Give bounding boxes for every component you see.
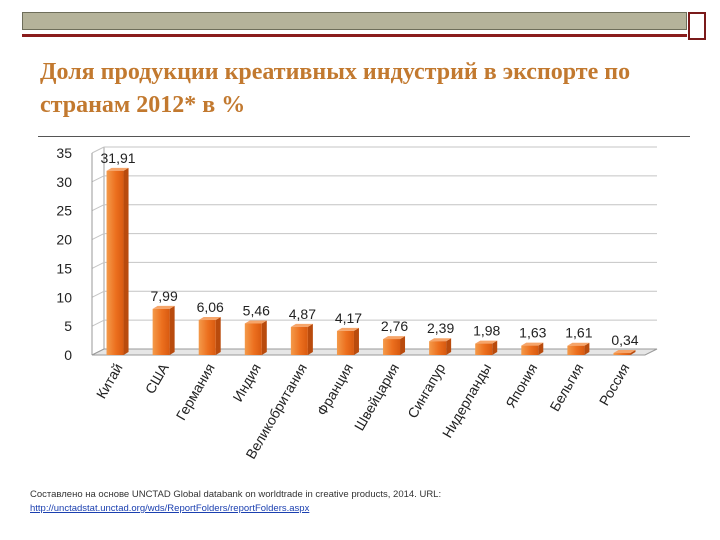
corner-box (688, 12, 706, 40)
bar-side (353, 327, 359, 355)
bar-top (106, 167, 129, 171)
category-label: Сингапур (404, 360, 448, 421)
bar-side (307, 323, 313, 355)
data-label: 1,61 (565, 325, 592, 341)
data-label: 2,76 (381, 318, 408, 334)
data-label: 6,06 (197, 299, 224, 315)
bar-top (336, 327, 359, 331)
y-tick-label: 5 (64, 318, 72, 334)
category-label: США (142, 360, 172, 397)
bar-side (492, 340, 498, 355)
bar-side (630, 350, 636, 355)
bar-side (584, 342, 590, 355)
gridline-side (91, 290, 105, 298)
gridline-side (91, 204, 105, 212)
page-title: Доля продукции креативных индустрий в эк… (40, 59, 631, 118)
bar-top (383, 336, 406, 340)
header-accent-line (22, 34, 687, 37)
data-label: 0,34 (611, 332, 638, 348)
bar-chart: 0 5 10 15 20 25 30 35 31,91 Китай 7,99 США 6,06 Герма… (56, 145, 658, 462)
data-label: 1,63 (519, 325, 546, 341)
bar-top (567, 342, 590, 346)
y-tick-label: 15 (56, 260, 72, 276)
data-label: 4,87 (289, 306, 316, 322)
title-divider (38, 136, 690, 137)
bar-top (475, 340, 498, 344)
category-label: Франция (314, 361, 357, 419)
y-tick-label: 10 (56, 289, 72, 305)
category-label: Нидерланды (439, 361, 494, 441)
bar (521, 345, 539, 355)
gridline-side (91, 175, 105, 183)
chart-floor (91, 348, 658, 356)
data-label: 2,39 (427, 320, 454, 336)
bar-side (169, 305, 175, 355)
bar (198, 320, 216, 355)
y-tick-label: 0 (64, 347, 72, 363)
bar (106, 170, 124, 355)
category-label: Германия (173, 361, 218, 423)
category-label: Китай (93, 361, 126, 402)
bar-top (521, 342, 544, 346)
category-label: Япония (502, 361, 540, 411)
bar (152, 308, 170, 355)
bar (244, 323, 262, 355)
data-label: 31,91 (101, 150, 136, 166)
y-tick-label: 35 (56, 145, 72, 161)
category-label: Россия (596, 361, 633, 409)
bar-side (123, 167, 129, 355)
gridline-side (91, 261, 105, 269)
data-label: 1,98 (473, 323, 500, 339)
bar-side (400, 336, 406, 355)
y-tick-label: 25 (56, 203, 72, 219)
category-label: Бельгия (546, 361, 586, 414)
y-tick-label: 30 (56, 174, 72, 190)
data-label: 4,17 (335, 310, 362, 326)
bar-top (152, 305, 175, 309)
bar (567, 345, 585, 355)
source-note: Составлено на основе UNCTAD Global datab… (30, 488, 441, 516)
bar (475, 343, 493, 355)
bar (383, 339, 401, 355)
bar (290, 326, 308, 355)
bar-top (290, 323, 313, 327)
gridline-side (91, 146, 105, 154)
bar (336, 330, 354, 355)
bar-side (538, 342, 544, 355)
source-link[interactable]: http://unctadstat.unctad.org/wds/ReportF… (30, 503, 310, 514)
bar-top (244, 320, 267, 324)
category-label: Индия (229, 361, 264, 405)
gridline-side (91, 319, 105, 327)
bar-side (446, 338, 452, 355)
bar-top (198, 317, 221, 321)
header-bar (22, 12, 687, 30)
data-label: 5,46 (243, 302, 270, 318)
bar (613, 353, 631, 355)
bar (429, 341, 447, 355)
gridline-side (91, 233, 105, 241)
y-tick-label: 20 (56, 232, 72, 248)
bar-top (429, 338, 452, 342)
data-label: 7,99 (151, 288, 178, 304)
bar-top (613, 350, 636, 354)
category-label: Швейцария (351, 361, 402, 434)
source-text: Составлено на основе UNCTAD Global datab… (30, 489, 442, 500)
bar-side (215, 317, 221, 355)
bar-side (261, 320, 267, 355)
